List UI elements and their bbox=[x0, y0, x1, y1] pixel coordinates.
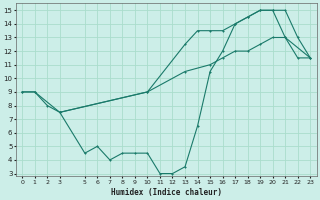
X-axis label: Humidex (Indice chaleur): Humidex (Indice chaleur) bbox=[111, 188, 222, 197]
